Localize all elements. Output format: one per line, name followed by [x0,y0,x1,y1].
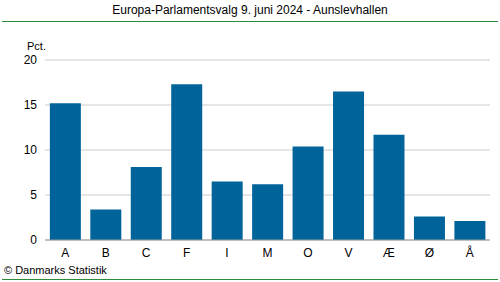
svg-text:5: 5 [30,188,37,202]
svg-text:Å: Å [466,245,474,260]
svg-text:Æ: Æ [383,246,395,260]
svg-text:10: 10 [24,143,38,157]
svg-text:20: 20 [24,53,38,67]
svg-text:0: 0 [30,233,37,247]
svg-text:V: V [344,246,352,260]
svg-text:15: 15 [24,98,38,112]
svg-text:A: A [61,246,69,260]
svg-text:B: B [102,246,110,260]
svg-text:C: C [142,246,151,260]
svg-text:I: I [225,246,228,260]
html-text:Europa-Parlamentsvalg 9. juni: Europa-Parlamentsvalg 9. juni 2024 - Aun… [112,3,388,17]
svg-text:F: F [183,246,190,260]
svg-text:Ø: Ø [425,246,434,260]
html-text:Pct.: Pct. [27,40,46,52]
svg-text:M: M [263,246,273,260]
svg-text:O: O [303,246,312,260]
html-text:© Danmarks Statistik: © Danmarks Statistik [4,264,107,276]
